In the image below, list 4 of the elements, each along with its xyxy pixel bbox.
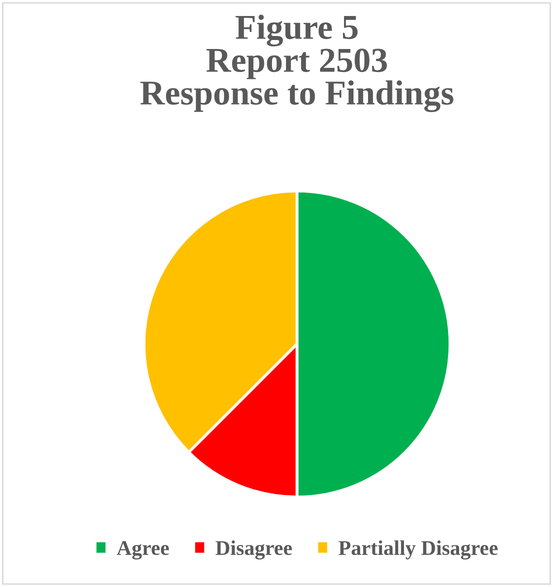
legend-label: Agree	[116, 541, 169, 560]
legend-label: Disagree	[216, 540, 292, 560]
chart-title: Figure 5 Report 2503 Response to Findings	[140, 14, 454, 112]
legend-label: Partially Disagree	[338, 540, 498, 560]
